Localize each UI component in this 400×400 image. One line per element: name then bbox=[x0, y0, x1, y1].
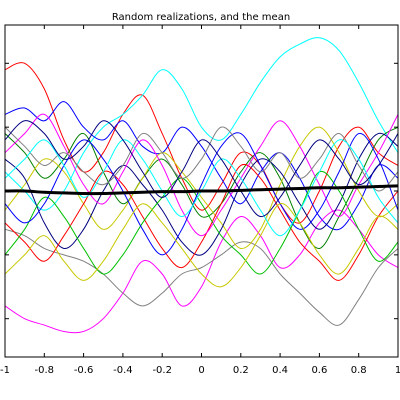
realization-line-13 bbox=[4, 126, 399, 192]
x-tick-label: -0.4 bbox=[113, 365, 133, 376]
x-tick-label: 0.2 bbox=[233, 365, 249, 376]
realization-line-10 bbox=[4, 170, 399, 275]
realization-line-16 bbox=[4, 120, 399, 218]
ticks-layer: -1 -0.8 -0.6 -0.4 -0.2 0 0.2 0.4 0.6 0.8 1 bbox=[0, 25, 400, 376]
realization-line-14 bbox=[4, 203, 399, 288]
mean-layer bbox=[4, 184, 399, 196]
x-tick-label: 1 bbox=[395, 365, 400, 376]
realization-line-5 bbox=[4, 228, 399, 326]
x-tick-label: 0.8 bbox=[351, 365, 367, 376]
realization-line-1 bbox=[4, 62, 399, 224]
realization-line-8 bbox=[4, 132, 399, 256]
x-tick-label: -0.2 bbox=[152, 365, 172, 376]
chart-title: Random realizations, and the mean bbox=[112, 12, 290, 23]
mean-line bbox=[4, 184, 399, 196]
x-tick-label: -0.6 bbox=[74, 365, 94, 376]
realization-line-4 bbox=[4, 209, 399, 334]
realization-line-6 bbox=[4, 126, 399, 249]
plot-area: -1 -0.8 -0.6 -0.4 -0.2 0 0.2 0.4 0.6 0.8 1 bbox=[0, 24, 400, 376]
x-tick-label: 0.4 bbox=[272, 365, 288, 376]
x-tick-label: 0 bbox=[198, 365, 204, 376]
x-tick-label: -0.8 bbox=[35, 365, 55, 376]
x-tick-label: -1 bbox=[0, 365, 10, 376]
realization-line-11 bbox=[4, 113, 399, 237]
x-tick-label: 0.6 bbox=[311, 365, 327, 376]
realization-line-9 bbox=[4, 163, 399, 281]
realization-line-7 bbox=[4, 126, 399, 249]
